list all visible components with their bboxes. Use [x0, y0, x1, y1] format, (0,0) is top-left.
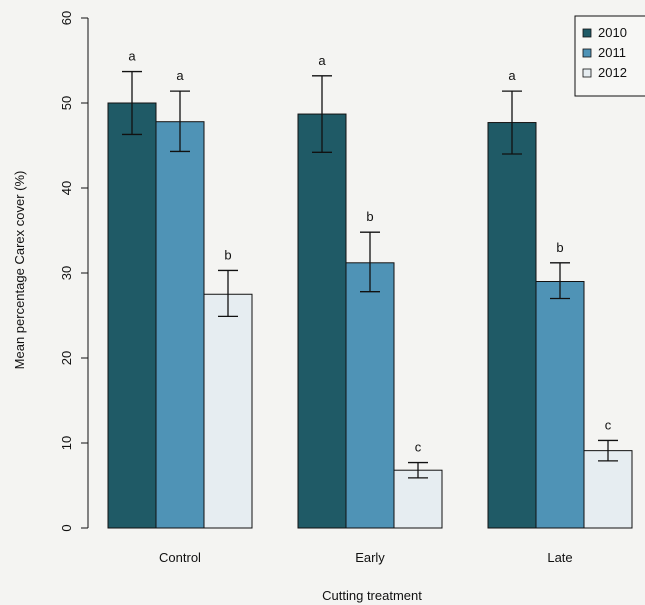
y-tick-label: 40 — [59, 181, 74, 195]
bar — [297, 113, 347, 529]
x-tick-label: Late — [547, 550, 572, 565]
y-tick-label: 10 — [59, 436, 74, 450]
x-axis-label: Cutting treatment — [322, 588, 422, 603]
significance-letter: b — [556, 240, 563, 255]
legend-swatch — [582, 28, 592, 38]
x-tick-label: Control — [159, 550, 201, 565]
bar — [393, 469, 443, 529]
bar — [535, 281, 585, 529]
significance-letter: b — [366, 209, 373, 224]
legend-label: 2011 — [598, 45, 626, 60]
legend-swatch — [582, 68, 592, 78]
bar — [155, 121, 205, 529]
legend: 2010 2011 2012 — [574, 15, 645, 97]
y-tick-label: 50 — [59, 96, 74, 110]
bar — [345, 262, 395, 529]
x-tick-label: Early — [355, 550, 385, 565]
bar — [583, 450, 633, 529]
y-axis-label: Mean percentage Carex cover (%) — [12, 171, 27, 370]
y-tick-label: 20 — [59, 351, 74, 365]
bar — [107, 102, 157, 529]
bar — [203, 293, 253, 529]
significance-letter: c — [605, 417, 612, 432]
legend-label: 2012 — [598, 65, 627, 80]
significance-letter: a — [508, 68, 516, 83]
y-tick-label: 60 — [59, 11, 74, 25]
y-tick-label: 0 — [59, 524, 74, 531]
bar — [487, 122, 537, 529]
y-tick-label: 30 — [59, 266, 74, 280]
bars: a a b a b c a b c — [107, 49, 633, 529]
legend-label: 2010 — [598, 25, 627, 40]
significance-letter: a — [176, 68, 184, 83]
legend-swatch — [582, 48, 592, 58]
significance-letter: a — [318, 53, 326, 68]
significance-letter: b — [224, 247, 231, 262]
axes: 0 10 20 30 40 50 60 Control Early Late — [59, 11, 573, 565]
significance-letter: c — [415, 440, 422, 455]
significance-letter: a — [128, 49, 136, 64]
